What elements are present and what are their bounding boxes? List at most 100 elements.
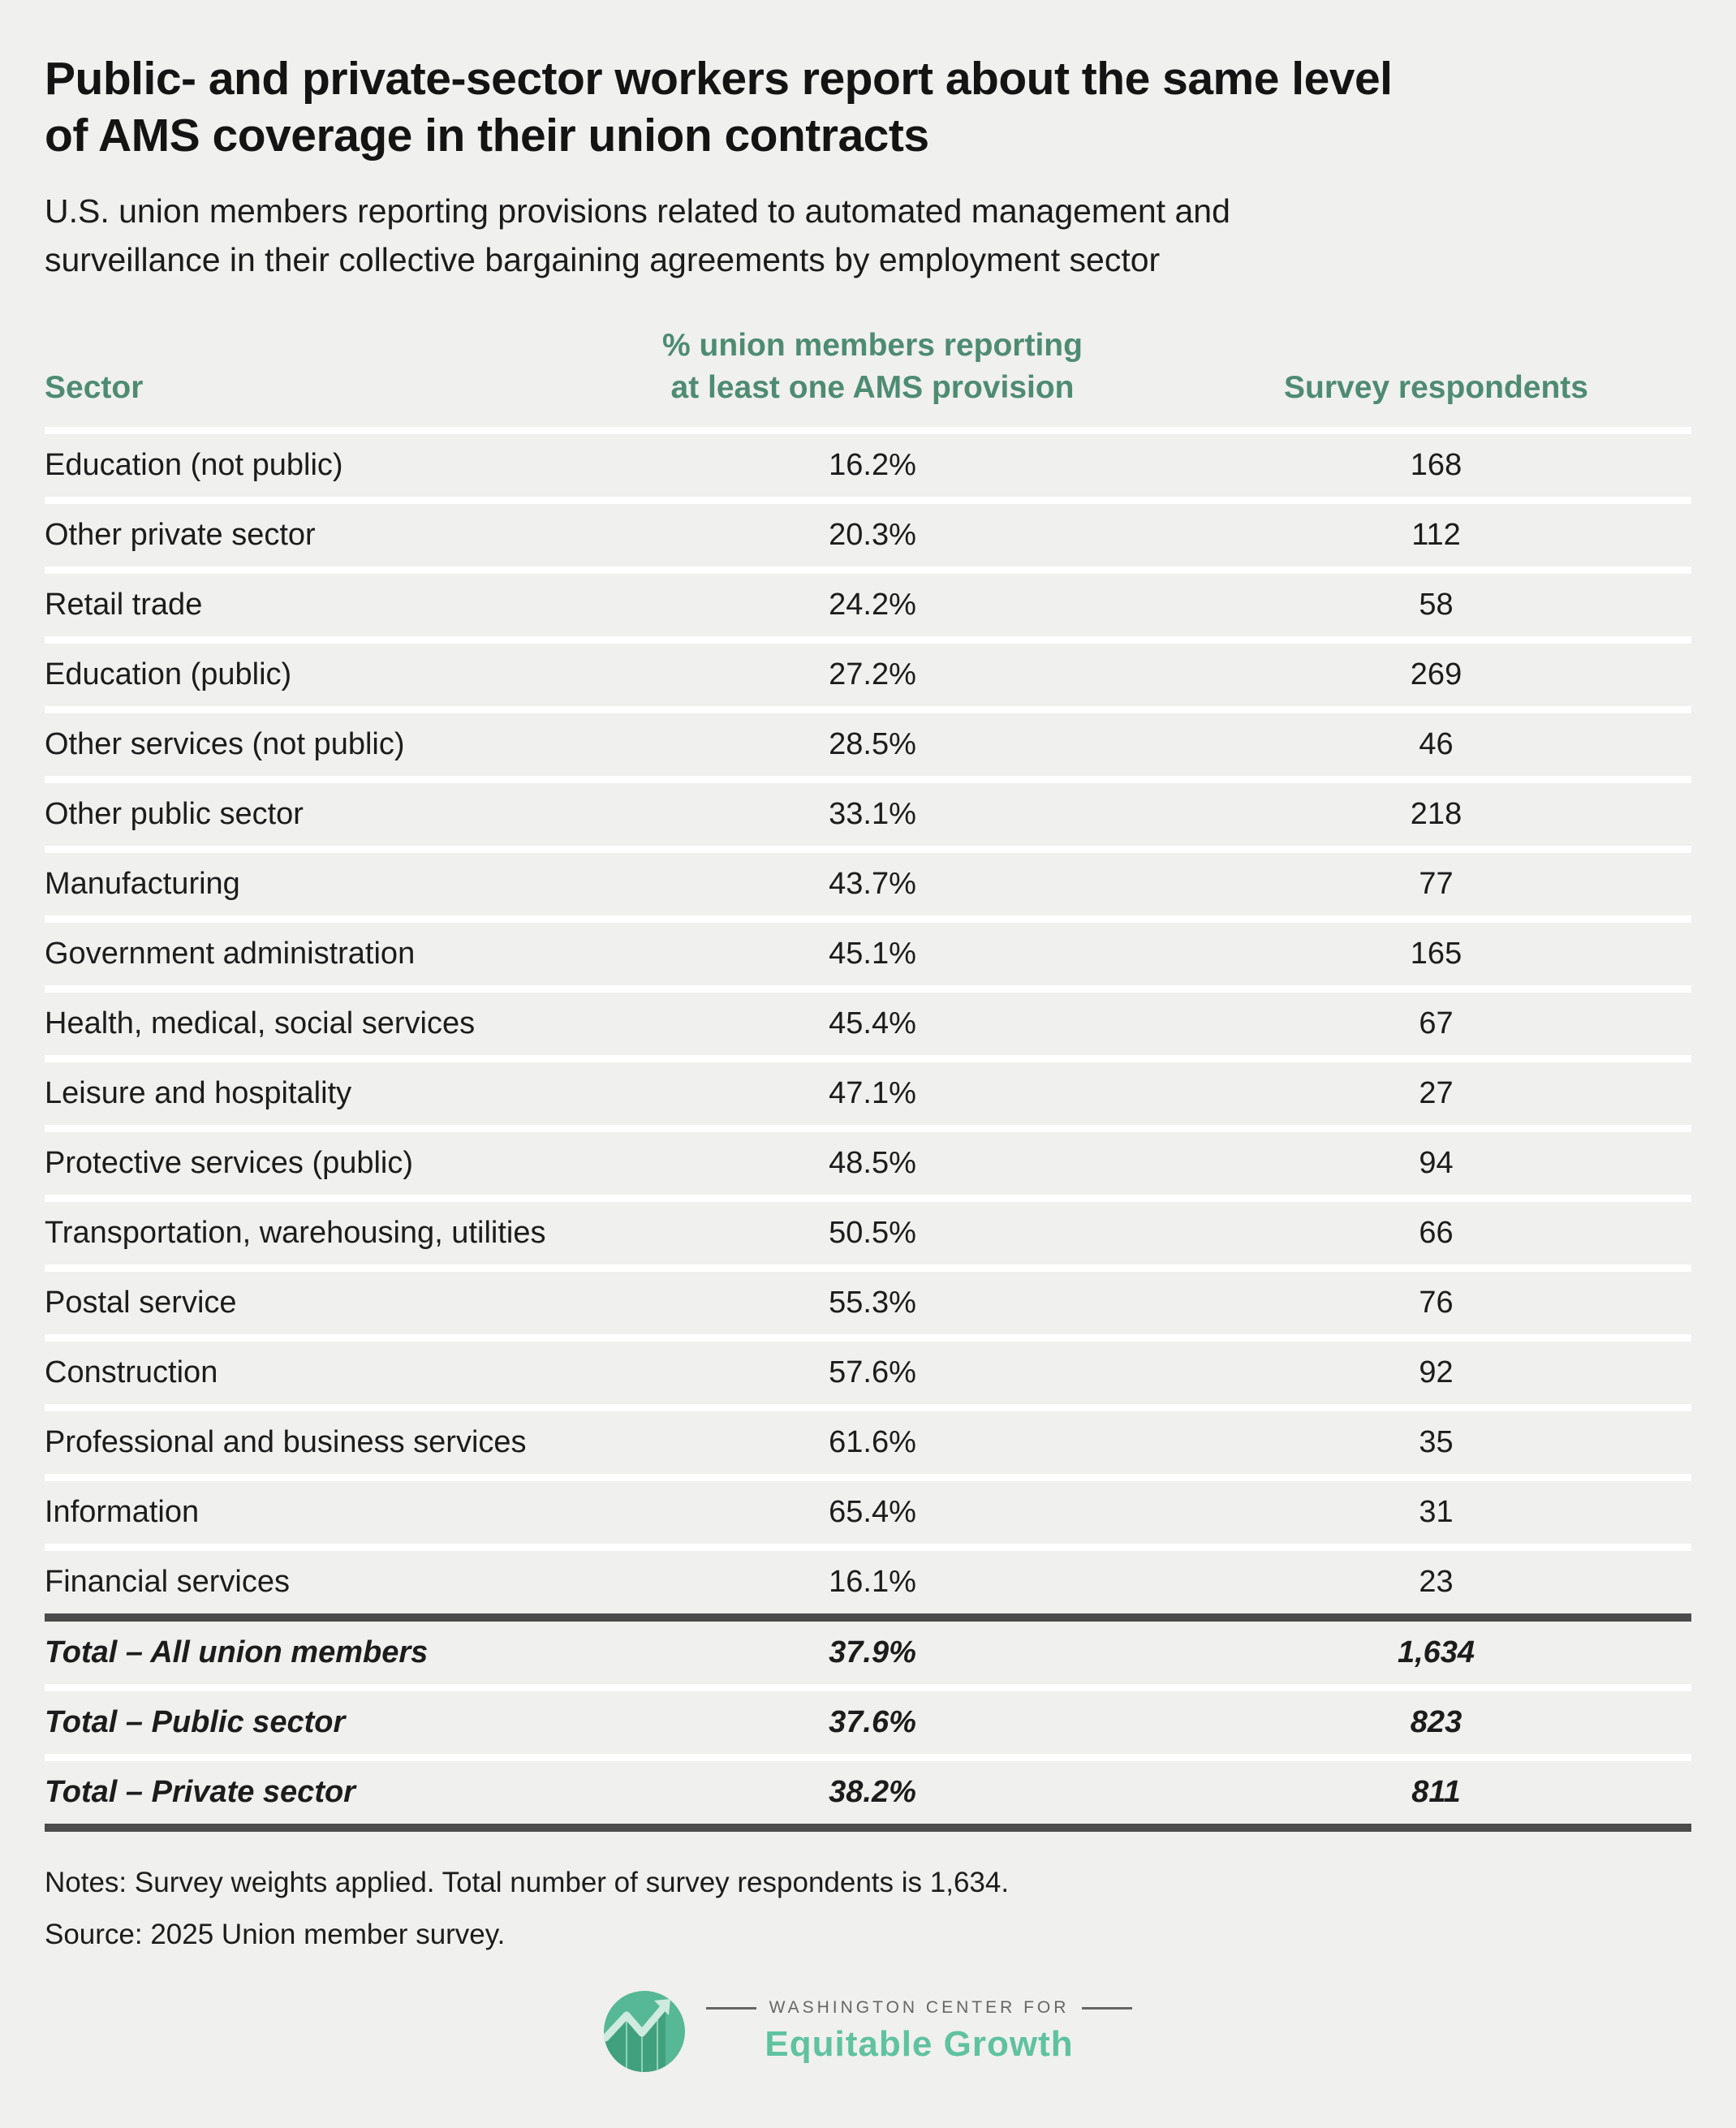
column-header-pct: % union members reporting at least one A… bbox=[564, 325, 1181, 409]
sector-cell: Manufacturing bbox=[45, 867, 240, 901]
respondents-cell: 94 bbox=[1419, 1146, 1454, 1180]
sector-cell: Financial services bbox=[45, 1565, 290, 1599]
page-subtitle-line1: U.S. union members reporting provisions … bbox=[45, 192, 1230, 230]
pct-cell: 65.4% bbox=[829, 1495, 916, 1529]
pct-cell: 48.5% bbox=[829, 1146, 916, 1180]
logo-name-text: Equitable Growth bbox=[765, 2024, 1074, 2064]
pct-cell: 20.3% bbox=[829, 518, 916, 552]
page-title-line1: Public- and private-sector workers repor… bbox=[45, 53, 1393, 105]
pct-cell: 45.4% bbox=[829, 1006, 916, 1040]
respondents-cell: 1,634 bbox=[1397, 1635, 1475, 1669]
logo-circle-chart-icon bbox=[603, 1991, 685, 2072]
totals-top-rule bbox=[45, 1613, 1691, 1622]
respondents-cell: 823 bbox=[1410, 1705, 1462, 1739]
respondents-cell: 168 bbox=[1410, 448, 1462, 482]
table-row: Protective services (public) 48.5% 94 bbox=[45, 1132, 1691, 1202]
table-row: Financial services 16.1% 23 bbox=[45, 1551, 1691, 1613]
table-row: Other services (not public) 28.5% 46 bbox=[45, 713, 1691, 783]
respondents-cell: 27 bbox=[1419, 1076, 1454, 1110]
respondents-cell: 269 bbox=[1410, 657, 1462, 691]
page-title-line2: of AMS coverage in their union contracts bbox=[45, 110, 929, 162]
sector-cell: Total – Public sector bbox=[45, 1705, 346, 1739]
page-title: Public- and private-sector workers repor… bbox=[45, 50, 1691, 164]
table-header-row: Sector % union members reporting at leas… bbox=[45, 325, 1691, 434]
table-row: Education (public) 27.2% 269 bbox=[45, 644, 1691, 713]
total-row: Total – Private sector 38.2% 811 bbox=[45, 1761, 1691, 1824]
page-subtitle-line2: surveillance in their collective bargain… bbox=[45, 241, 1161, 278]
respondents-cell: 112 bbox=[1411, 518, 1461, 552]
sector-cell: Education (not public) bbox=[45, 448, 343, 482]
table-row: Professional and business services 61.6% 3… bbox=[45, 1411, 1691, 1481]
pct-cell: 61.6% bbox=[829, 1425, 916, 1459]
pct-cell: 57.6% bbox=[829, 1355, 916, 1389]
column-header-sector: Sector bbox=[45, 370, 144, 405]
respondents-cell: 92 bbox=[1419, 1355, 1454, 1389]
respondents-cell: 31 bbox=[1419, 1495, 1454, 1529]
sector-cell: Postal service bbox=[45, 1286, 237, 1320]
pct-cell: 37.9% bbox=[829, 1635, 916, 1669]
pct-cell: 27.2% bbox=[829, 657, 916, 691]
sector-cell: Other services (not public) bbox=[45, 727, 405, 761]
pct-cell: 47.1% bbox=[829, 1076, 916, 1110]
pct-cell: 16.2% bbox=[829, 448, 916, 482]
pct-cell: 43.7% bbox=[829, 867, 916, 901]
respondents-cell: 165 bbox=[1410, 937, 1462, 971]
logo-top-line: WASHINGTON CENTER FOR bbox=[705, 1998, 1133, 2018]
sector-cell: Protective services (public) bbox=[45, 1146, 414, 1180]
total-row: Total – All union members 37.9% 1,634 bbox=[45, 1622, 1691, 1691]
column-header-respondents: Survey respondents bbox=[1284, 370, 1588, 405]
sector-cell: Other private sector bbox=[45, 518, 316, 552]
pct-cell: 50.5% bbox=[829, 1216, 916, 1250]
sector-cell: Health, medical, social services bbox=[45, 1006, 476, 1040]
sector-cell: Total – All union members bbox=[45, 1635, 429, 1669]
pct-cell: 16.1% bbox=[829, 1565, 916, 1599]
logo-left-dash bbox=[705, 2006, 756, 2010]
logo-top-text: WASHINGTON CENTER FOR bbox=[769, 1998, 1070, 2017]
respondents-cell: 58 bbox=[1419, 588, 1454, 622]
pct-cell: 45.1% bbox=[829, 937, 916, 971]
table-row: Manufacturing 43.7% 77 bbox=[45, 853, 1691, 923]
respondents-cell: 218 bbox=[1410, 797, 1462, 831]
infographic: Public- and private-sector workers repor… bbox=[0, 50, 1736, 2072]
logo-right-dash bbox=[1082, 2006, 1133, 2010]
table-row: Other private sector 20.3% 112 bbox=[45, 504, 1691, 574]
data-table: Sector % union members reporting at leas… bbox=[45, 325, 1691, 1832]
table-row: Construction 57.6% 92 bbox=[45, 1342, 1691, 1411]
table-row: Education (not public) 16.2% 168 bbox=[45, 434, 1691, 504]
pct-cell: 33.1% bbox=[829, 797, 916, 831]
pct-cell: 37.6% bbox=[829, 1705, 916, 1739]
table-bottom-rule bbox=[45, 1824, 1691, 1832]
totals-body: Total – All union members 37.9% 1,634 Total… bbox=[45, 1622, 1691, 1824]
source-line: Source: 2025 Union member survey. bbox=[45, 1919, 506, 1950]
notes-line: Notes: Survey weights applied. Total num… bbox=[45, 1867, 1010, 1898]
sector-cell: Construction bbox=[45, 1355, 218, 1389]
table-row: Health, medical, social services 45.4% 67 bbox=[45, 993, 1691, 1062]
table-row: Retail trade 24.2% 58 bbox=[45, 574, 1691, 644]
respondents-cell: 76 bbox=[1419, 1286, 1454, 1320]
respondents-cell: 35 bbox=[1419, 1425, 1454, 1459]
sector-cell: Leisure and hospitality bbox=[45, 1076, 352, 1110]
sector-cell: Transportation, warehousing, utilities bbox=[45, 1216, 546, 1250]
sector-cell: Other public sector bbox=[45, 797, 304, 831]
pct-cell: 38.2% bbox=[829, 1775, 916, 1809]
column-header-pct-line1: % union members reporting bbox=[662, 328, 1083, 363]
sector-cell: Information bbox=[45, 1495, 200, 1529]
table-row: Information 65.4% 31 bbox=[45, 1481, 1691, 1551]
respondents-cell: 77 bbox=[1419, 867, 1454, 901]
table-row: Leisure and hospitality 47.1% 27 bbox=[45, 1062, 1691, 1132]
respondents-cell: 66 bbox=[1419, 1216, 1454, 1250]
sector-cell: Education (public) bbox=[45, 657, 292, 691]
sector-cell: Total – Private sector bbox=[45, 1775, 355, 1809]
respondents-cell: 23 bbox=[1419, 1565, 1454, 1599]
column-header-pct-line2: at least one AMS provision bbox=[670, 370, 1075, 405]
table-row: Transportation, warehousing, utilities 50… bbox=[45, 1202, 1691, 1272]
table-body: Education (not public) 16.2% 168 Other priv… bbox=[45, 434, 1691, 1613]
page-subtitle: U.S. union members reporting provisions … bbox=[45, 187, 1691, 284]
pct-cell: 28.5% bbox=[829, 727, 916, 761]
table-row: Postal service 55.3% 76 bbox=[45, 1272, 1691, 1342]
respondents-cell: 46 bbox=[1419, 727, 1454, 761]
pct-cell: 55.3% bbox=[829, 1286, 916, 1320]
respondents-cell: 811 bbox=[1411, 1775, 1461, 1809]
table-row: Government administration 45.1% 165 bbox=[45, 923, 1691, 993]
sector-cell: Government administration bbox=[45, 937, 416, 971]
